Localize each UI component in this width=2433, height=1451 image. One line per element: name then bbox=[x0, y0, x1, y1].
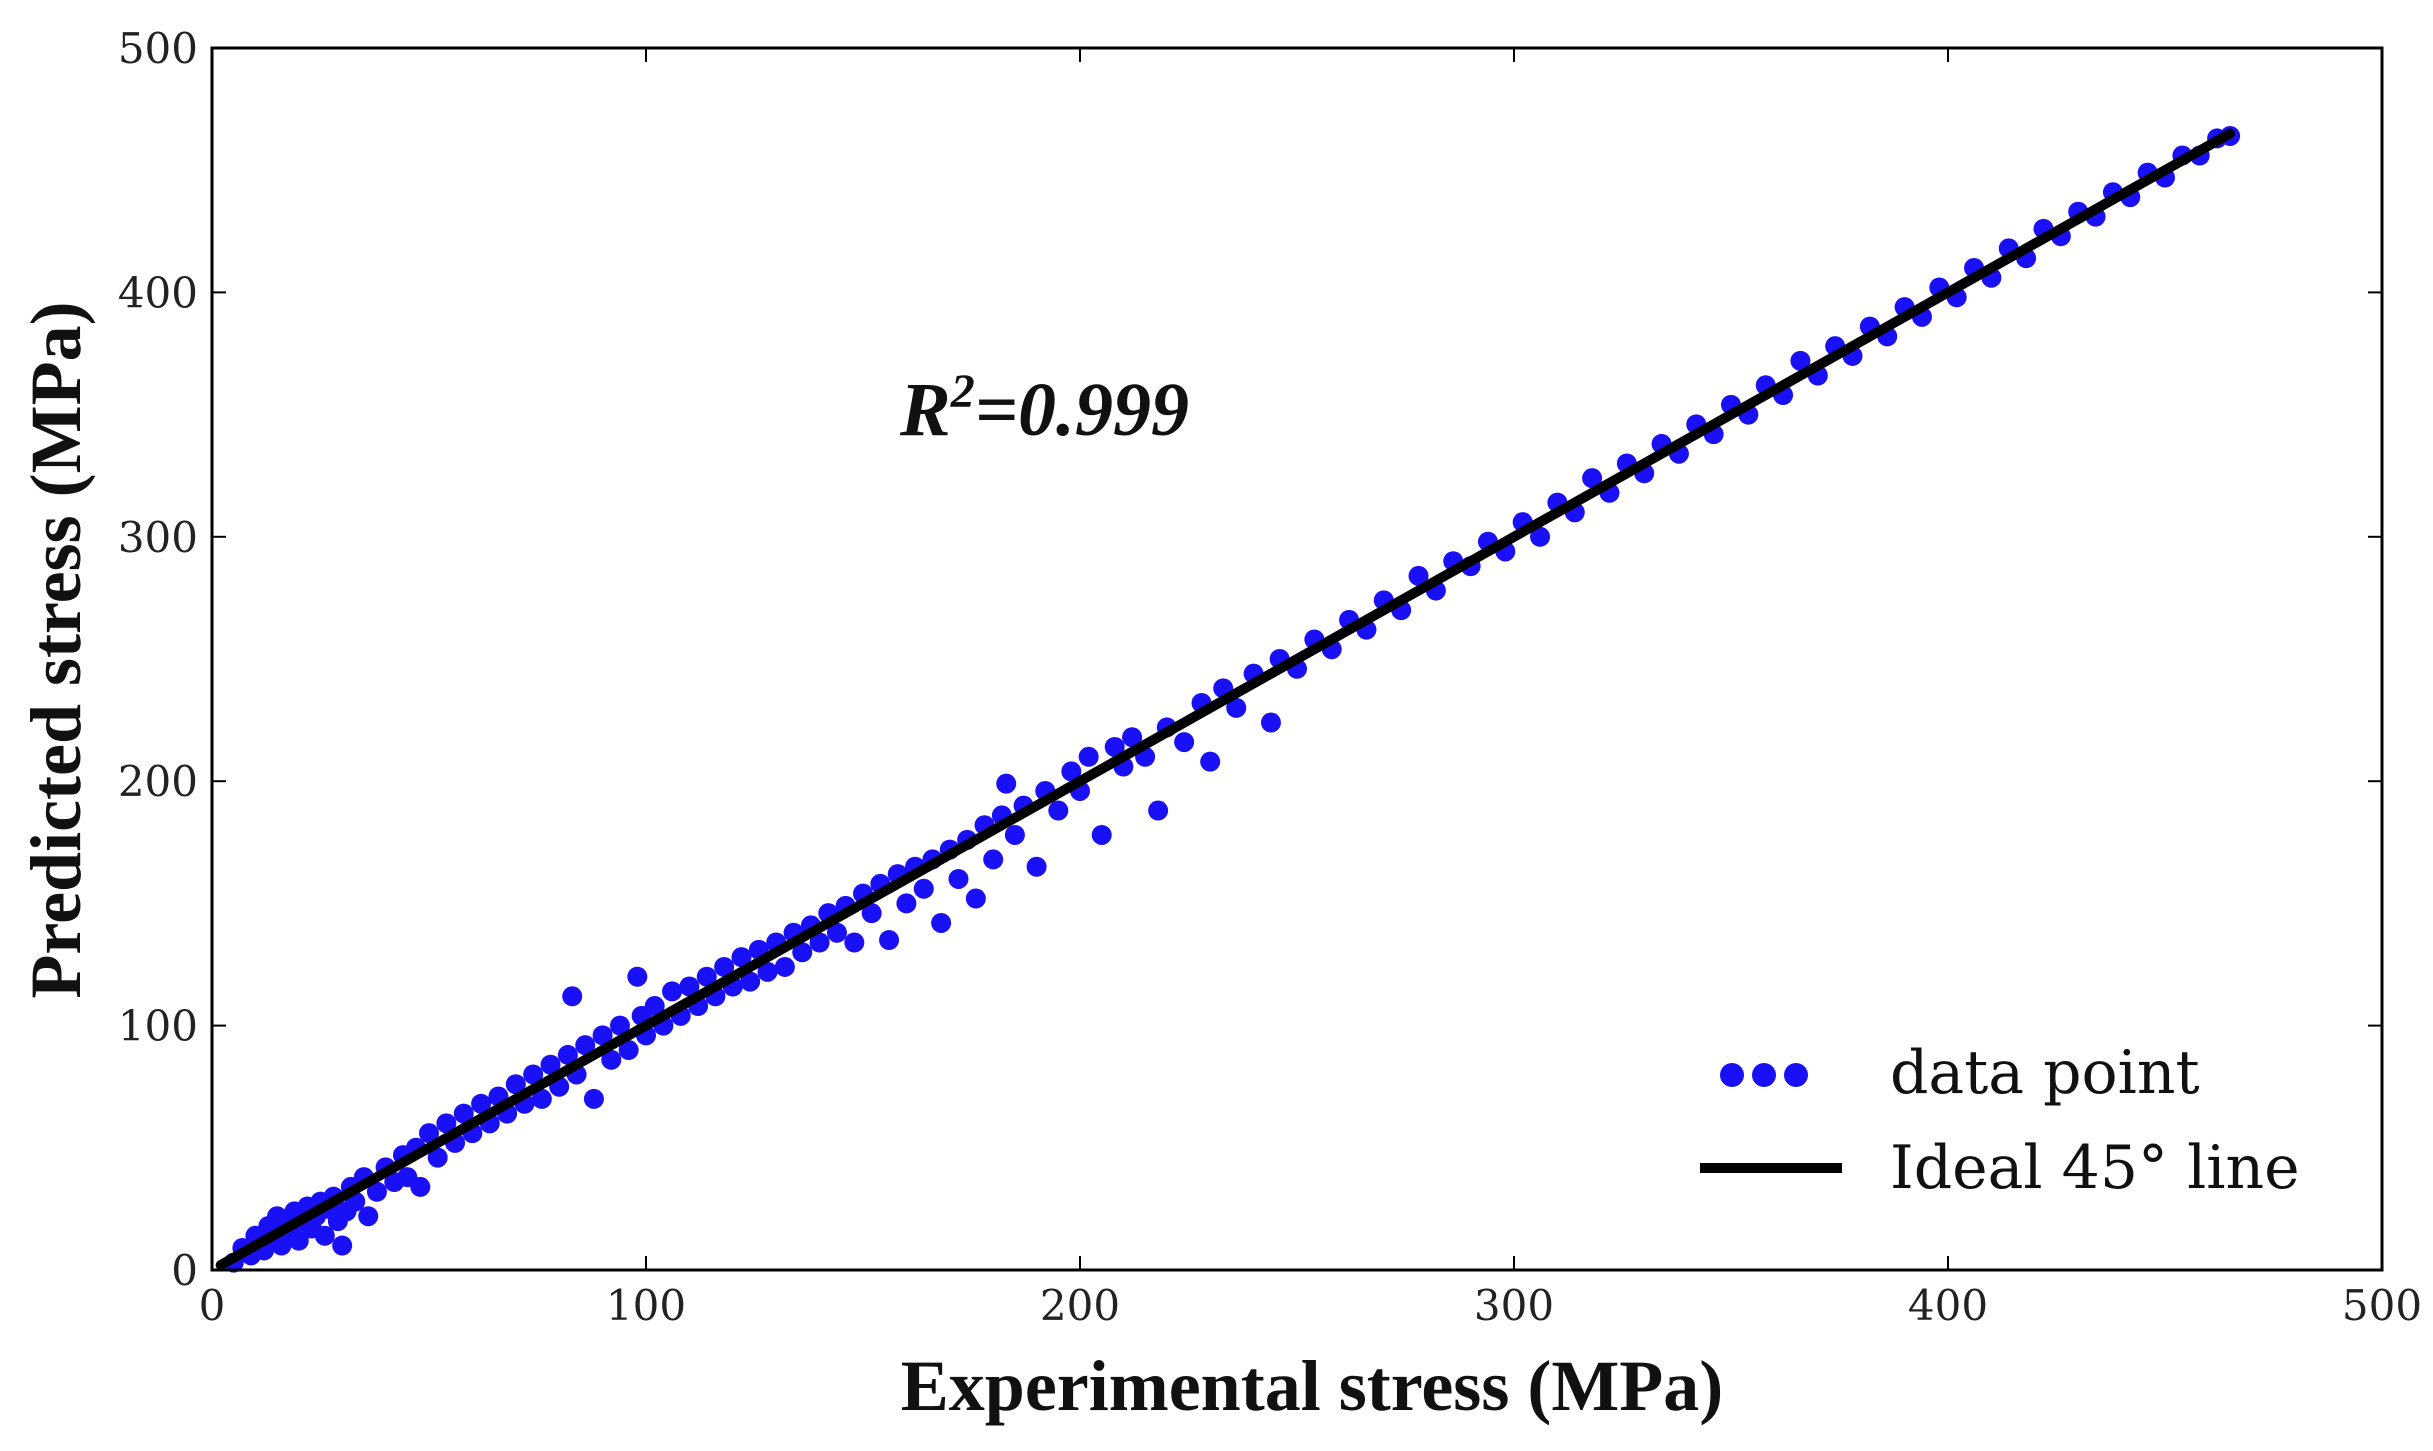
data-point bbox=[740, 971, 761, 992]
legend: data point Ideal 45° line bbox=[1700, 1038, 2300, 1203]
data-point bbox=[314, 1225, 335, 1246]
data-point bbox=[644, 996, 665, 1017]
x-tick-label: 300 bbox=[1474, 1281, 1554, 1330]
y-tick-label: 500 bbox=[118, 24, 198, 73]
data-point bbox=[557, 1044, 578, 1065]
data-point bbox=[826, 922, 847, 943]
y-tick-label: 400 bbox=[118, 268, 198, 317]
data-point bbox=[1790, 350, 1811, 371]
data-point bbox=[714, 956, 735, 977]
data-point bbox=[540, 1054, 561, 1075]
data-point bbox=[575, 1035, 596, 1056]
r-squared-prefix: R bbox=[899, 368, 951, 452]
data-point bbox=[1122, 727, 1143, 748]
data-point bbox=[627, 966, 648, 987]
legend-marker-dot bbox=[1720, 1063, 1744, 1087]
data-point bbox=[1078, 746, 1099, 767]
data-point bbox=[1104, 736, 1125, 757]
r-squared-superscript: 2 bbox=[950, 365, 975, 418]
x-axis-title: Experimental stress (MPa) bbox=[901, 1346, 1723, 1426]
data-point bbox=[1091, 824, 1112, 845]
legend-marker-dot bbox=[1784, 1063, 1808, 1087]
x-tick-label: 0 bbox=[199, 1281, 226, 1330]
data-point bbox=[618, 1040, 639, 1061]
data-point bbox=[366, 1181, 387, 1202]
data-point bbox=[861, 903, 882, 924]
data-point bbox=[983, 849, 1004, 870]
data-point bbox=[996, 773, 1017, 794]
r-squared-annotation: R2=0.999 bbox=[899, 365, 1189, 452]
data-point bbox=[913, 878, 934, 899]
data-point bbox=[948, 868, 969, 889]
data-point bbox=[696, 966, 717, 987]
x-tick-label: 500 bbox=[2342, 1281, 2422, 1330]
data-point bbox=[453, 1103, 474, 1124]
data-point bbox=[1200, 751, 1221, 772]
data-point bbox=[1026, 856, 1047, 877]
data-point bbox=[1148, 800, 1169, 821]
data-point bbox=[1004, 824, 1025, 845]
data-point bbox=[679, 976, 700, 997]
data-point bbox=[332, 1235, 353, 1256]
data-point bbox=[1048, 800, 1069, 821]
data-point bbox=[1530, 526, 1551, 547]
data-point bbox=[531, 1088, 552, 1109]
data-point bbox=[562, 986, 583, 1007]
x-tick-label: 100 bbox=[606, 1281, 686, 1330]
plot-frame bbox=[210, 46, 2384, 1272]
data-point bbox=[1226, 697, 1247, 718]
data-point bbox=[931, 912, 952, 933]
data-point bbox=[879, 930, 900, 951]
tick-labels: 0 100 200 300 400 500 0 100 200 300 400 500 bbox=[118, 24, 2422, 1330]
data-point bbox=[662, 981, 683, 1002]
data-point bbox=[419, 1123, 439, 1144]
r-squared-value: =0.999 bbox=[975, 368, 1189, 452]
data-point bbox=[1408, 565, 1429, 586]
data-point bbox=[410, 1176, 431, 1197]
data-point bbox=[288, 1230, 309, 1251]
data-point bbox=[757, 961, 778, 982]
data-point bbox=[1174, 732, 1195, 753]
data-point bbox=[1260, 712, 1281, 733]
y-tick-label: 0 bbox=[171, 1246, 198, 1295]
data-point bbox=[601, 1049, 622, 1070]
data-point bbox=[844, 932, 865, 953]
y-tick-label: 200 bbox=[118, 757, 198, 806]
legend-label-ideal-line: Ideal 45° line bbox=[1890, 1133, 2300, 1203]
data-point bbox=[358, 1206, 379, 1227]
data-point bbox=[471, 1093, 492, 1114]
data-point bbox=[592, 1025, 613, 1046]
y-tick-label: 300 bbox=[118, 513, 198, 562]
data-point bbox=[792, 942, 813, 963]
legend-label-data-point: data point bbox=[1890, 1038, 2200, 1108]
x-tick-label: 200 bbox=[1040, 1281, 1120, 1330]
data-point bbox=[523, 1064, 544, 1085]
data-point bbox=[896, 893, 917, 914]
data-point bbox=[609, 1015, 630, 1036]
data-point bbox=[965, 888, 986, 909]
data-point bbox=[436, 1113, 457, 1134]
y-tick-label: 100 bbox=[118, 1002, 198, 1051]
ideal-45-line bbox=[215, 128, 2236, 1271]
data-point bbox=[427, 1147, 448, 1168]
data-point bbox=[1061, 761, 1082, 782]
x-tick-label: 400 bbox=[1908, 1281, 1988, 1330]
data-point bbox=[809, 932, 830, 953]
data-point bbox=[731, 947, 752, 968]
data-point bbox=[774, 956, 795, 977]
data-point bbox=[583, 1088, 604, 1109]
y-axis-title: Predicted stress (MPa) bbox=[16, 301, 96, 998]
legend-marker-dot bbox=[1752, 1063, 1776, 1087]
data-point bbox=[505, 1074, 526, 1095]
data-point bbox=[1582, 468, 1603, 489]
